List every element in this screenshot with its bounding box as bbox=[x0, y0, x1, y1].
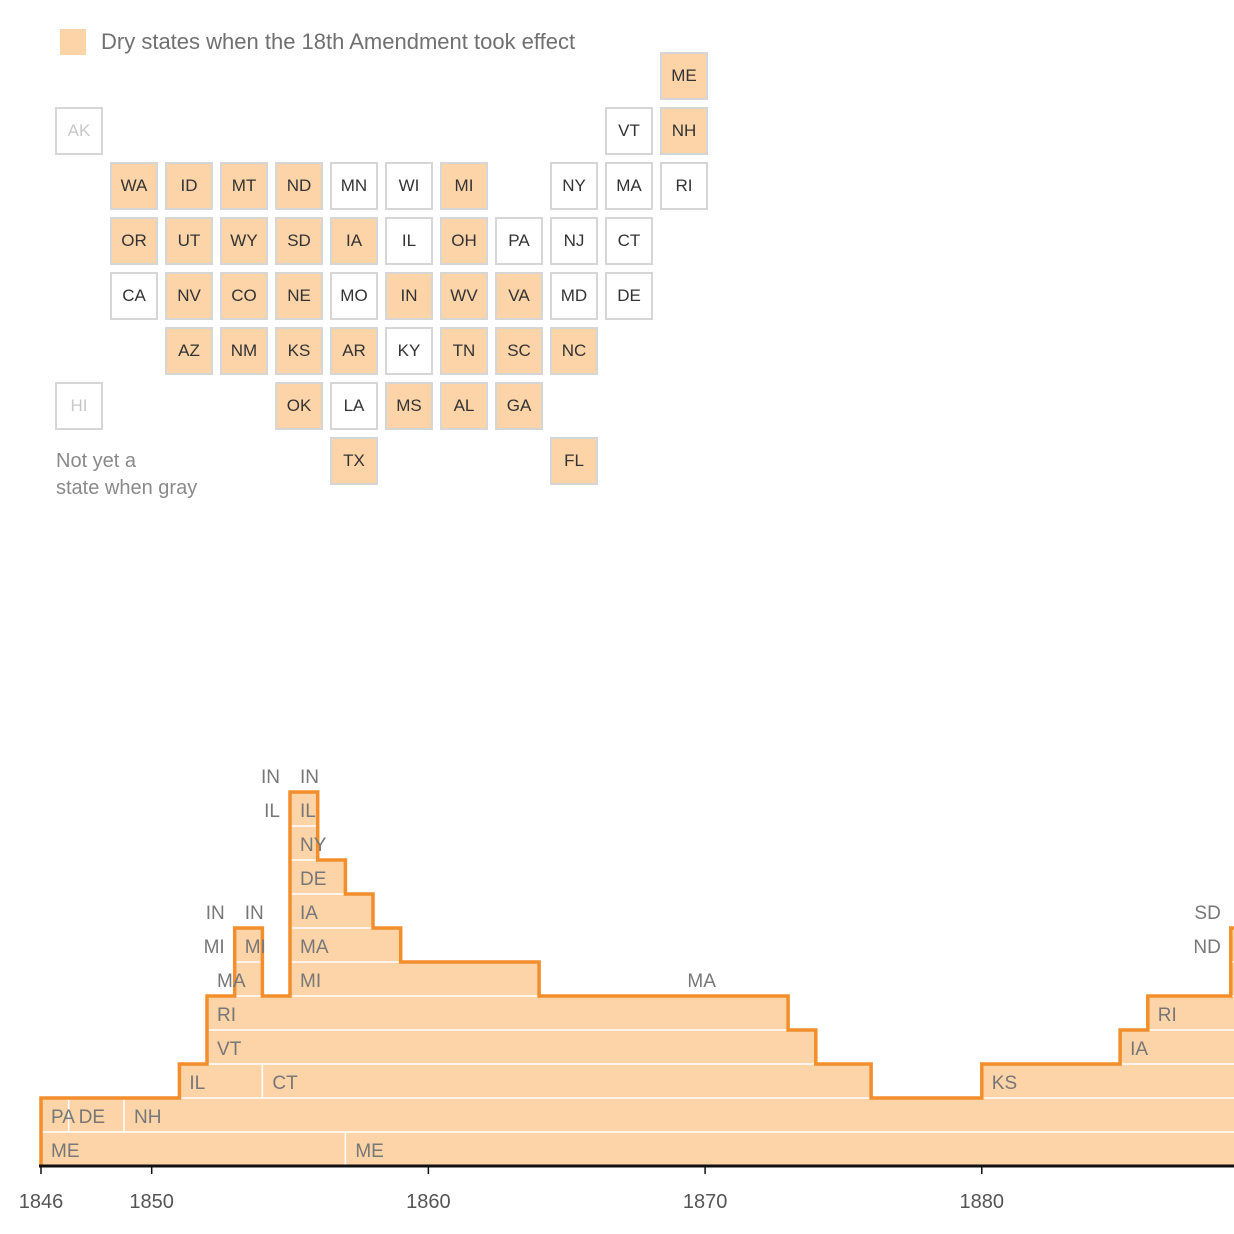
state-tile-ca: CA bbox=[110, 272, 158, 320]
layer-label-mi-5-1: MI bbox=[300, 971, 321, 992]
state-tile-or: OR bbox=[110, 217, 158, 265]
late-layer-label-ia-3-0: IA bbox=[1130, 1039, 1148, 1060]
state-tile-in: IN bbox=[385, 272, 433, 320]
state-tile-pa: PA bbox=[495, 217, 543, 265]
outside-label-sd-4: SD bbox=[1194, 903, 1220, 924]
layer-label-de-1-1: DE bbox=[79, 1107, 105, 1128]
state-tile-ms: MS bbox=[385, 382, 433, 430]
layer-label-ma-6-1: MA bbox=[300, 937, 329, 958]
note-line-1: Not yet a bbox=[56, 450, 137, 472]
state-tile-ny: NY bbox=[550, 162, 598, 210]
layer-label-ma-5-0: MA bbox=[217, 971, 246, 992]
state-tile-ga: GA bbox=[495, 382, 543, 430]
state-tile-ar: AR bbox=[330, 327, 378, 375]
state-tile-nd: ND bbox=[275, 162, 323, 210]
late-layer-label-ks-2-0: KS bbox=[992, 1073, 1017, 1094]
state-tile-nh: NH bbox=[660, 107, 708, 155]
state-tile-sc: SC bbox=[495, 327, 543, 375]
layer-label-il-10-0: IL bbox=[300, 801, 316, 822]
state-tile-ia: IA bbox=[330, 217, 378, 265]
layer-label-ct-2-1: CT bbox=[272, 1073, 298, 1094]
state-tile-az: AZ bbox=[165, 327, 213, 375]
legend-swatch bbox=[60, 29, 86, 55]
x-tick-label-1846: 1846 bbox=[19, 1191, 64, 1213]
state-tile-ut: UT bbox=[165, 217, 213, 265]
legend: Dry states when the 18th Amendment took … bbox=[60, 28, 575, 56]
state-tile-tn: TN bbox=[440, 327, 488, 375]
state-tile-ok: OK bbox=[275, 382, 323, 430]
state-tile-mn: MN bbox=[330, 162, 378, 210]
state-tile-de: DE bbox=[605, 272, 653, 320]
x-tick-label-1870: 1870 bbox=[683, 1191, 728, 1213]
outside-label-il-3: IL bbox=[264, 801, 280, 822]
state-tile-wi: WI bbox=[385, 162, 433, 210]
state-tile-oh: OH bbox=[440, 217, 488, 265]
note-line-2: state when gray bbox=[56, 477, 198, 499]
layer-label-mi-6-0: MI bbox=[245, 937, 266, 958]
layer-label-in-7-0: IN bbox=[245, 903, 264, 924]
x-tick-label-1850: 1850 bbox=[129, 1191, 174, 1213]
outside-label-nd-5: ND bbox=[1193, 937, 1220, 958]
state-tile-ak: AK bbox=[55, 107, 103, 155]
layer-label-pa-1-0: PA bbox=[51, 1107, 75, 1128]
outside-label-in-2: IN bbox=[261, 767, 280, 788]
layer-label-nh-1-2: NH bbox=[134, 1107, 161, 1128]
state-tile-hi: HI bbox=[55, 382, 103, 430]
state-tile-sd: SD bbox=[275, 217, 323, 265]
state-tile-mt: MT bbox=[220, 162, 268, 210]
dry-area-fill bbox=[41, 792, 1234, 1166]
layer-label-ia-7-1: IA bbox=[300, 903, 318, 924]
state-tile-wv: WV bbox=[440, 272, 488, 320]
state-tile-fl: FL bbox=[550, 437, 598, 485]
state-tile-ky: KY bbox=[385, 327, 433, 375]
outside-label-mi-1: MI bbox=[204, 937, 225, 958]
state-tile-ri: RI bbox=[660, 162, 708, 210]
state-tile-nv: NV bbox=[165, 272, 213, 320]
state-tile-id: ID bbox=[165, 162, 213, 210]
state-tile-nj: NJ bbox=[550, 217, 598, 265]
layer-label-me-0-1: ME bbox=[355, 1141, 384, 1162]
state-tile-ne: NE bbox=[275, 272, 323, 320]
state-tile-nc: NC bbox=[550, 327, 598, 375]
dry-count-outline bbox=[39, 790, 1234, 1166]
state-tile-mi: MI bbox=[440, 162, 488, 210]
not-state-note: Not yet a state when gray bbox=[56, 448, 197, 502]
layer-label-ma-5-2: MA bbox=[687, 971, 716, 992]
state-tile-ct: CT bbox=[605, 217, 653, 265]
outside-label-in-0: IN bbox=[206, 903, 225, 924]
state-tile-ks: KS bbox=[275, 327, 323, 375]
state-tile-al: AL bbox=[440, 382, 488, 430]
layer-label-ny-9-0: NY bbox=[300, 835, 327, 856]
state-tile-tx: TX bbox=[330, 437, 378, 485]
state-tile-wa: WA bbox=[110, 162, 158, 210]
x-tick-label-1860: 1860 bbox=[406, 1191, 451, 1213]
state-tile-va: VA bbox=[495, 272, 543, 320]
layer-label-il-2-0: IL bbox=[189, 1073, 205, 1094]
state-tile-wy: WY bbox=[220, 217, 268, 265]
layer-label-me-0-0: ME bbox=[51, 1141, 80, 1162]
layer-label-de-8-0: DE bbox=[300, 869, 326, 890]
late-layer-label-ri-4-0: RI bbox=[1158, 1005, 1177, 1026]
legend-label: Dry states when the 18th Amendment took … bbox=[101, 29, 576, 54]
state-tile-nm: NM bbox=[220, 327, 268, 375]
state-tile-il: IL bbox=[385, 217, 433, 265]
state-tile-vt: VT bbox=[605, 107, 653, 155]
state-tile-me: ME bbox=[660, 52, 708, 100]
state-tile-mo: MO bbox=[330, 272, 378, 320]
state-tile-md: MD bbox=[550, 272, 598, 320]
layer-label-in-11-0: IN bbox=[300, 767, 319, 788]
state-tile-co: CO bbox=[220, 272, 268, 320]
layer-label-ri-4-0: RI bbox=[217, 1005, 236, 1026]
x-tick-label-1880: 1880 bbox=[960, 1191, 1005, 1213]
state-tile-la: LA bbox=[330, 382, 378, 430]
layer-label-vt-3-0: VT bbox=[217, 1039, 242, 1060]
state-tile-ma: MA bbox=[605, 162, 653, 210]
